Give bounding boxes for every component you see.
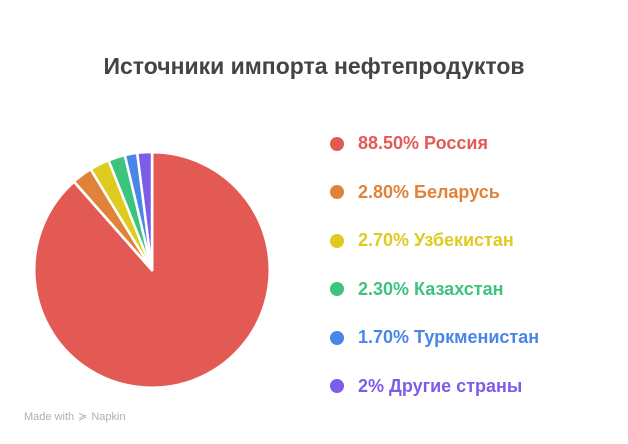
legend-dot-icon xyxy=(330,330,344,345)
legend-dot-icon xyxy=(330,379,344,393)
pie-slice-5 xyxy=(135,150,154,272)
legend-dot-icon xyxy=(330,233,344,248)
legend-item: 2.30% Казахстан xyxy=(330,279,503,300)
footer: Made with ≽ Napkin xyxy=(24,410,126,424)
legend-label: 2.80% Беларусь xyxy=(358,181,500,202)
legend-item: 2.70% Узбекистан xyxy=(330,230,514,251)
legend-dot-icon xyxy=(330,136,344,151)
legend-item: 2% Другие страны xyxy=(330,376,522,397)
legend-label: 2% Другие страны xyxy=(358,375,523,396)
chart-title: Источники импорта нефтепродуктов xyxy=(103,53,525,79)
footer-brand: Napkin xyxy=(91,410,126,423)
legend-item: 2.80% Беларусь xyxy=(330,182,500,203)
legend-label: 1.70% Туркменистан xyxy=(358,327,540,347)
legend-label: 2.30% Казахстан xyxy=(358,278,504,299)
legend-item: 1.70% Туркменистан xyxy=(330,327,539,348)
legend-dot-icon xyxy=(330,282,344,296)
legend-item: 88.50% Россия xyxy=(330,133,488,154)
legend-label: 2.70% Узбекистан xyxy=(358,230,514,250)
footer-text: Made with xyxy=(24,410,75,423)
napkin-logo-icon: ≽ xyxy=(78,411,88,423)
legend-dot-icon xyxy=(330,185,344,199)
legend-label: 88.50% Россия xyxy=(358,133,488,153)
